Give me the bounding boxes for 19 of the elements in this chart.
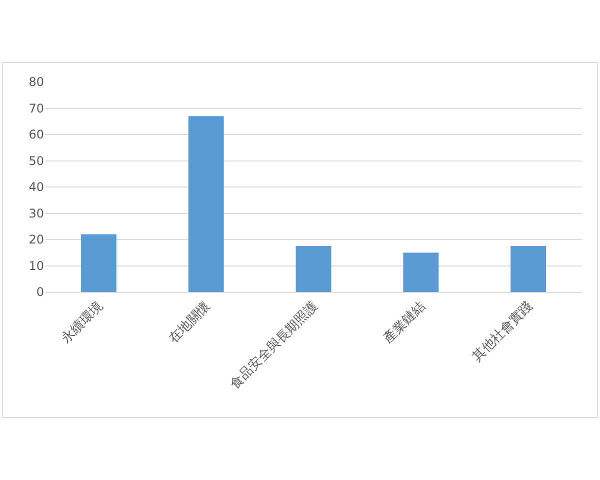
y-tick-label: 70: [28, 101, 44, 116]
x-tick-label: 食品安全與長期照護: [226, 298, 321, 392]
y-tick-label: 60: [28, 128, 44, 142]
y-tick-label: 40: [28, 180, 44, 194]
x-tick-label: 其他社會實踐: [470, 298, 536, 365]
x-tick-label: 產業鏈結: [380, 298, 428, 346]
bar: [188, 116, 224, 292]
y-tick-label: 80: [28, 75, 44, 90]
y-tick-label: 10: [28, 258, 44, 273]
x-tick-label: 永續環境: [58, 298, 106, 346]
bar: [510, 246, 546, 292]
y-tick-label: 50: [28, 154, 44, 168]
y-tick-label: 30: [28, 206, 44, 220]
y-tick-label: 0: [36, 285, 44, 300]
bar: [296, 246, 332, 292]
bar: [403, 252, 439, 292]
x-tick-label: 在地關懷: [166, 298, 214, 346]
y-tick-label: 20: [28, 232, 44, 247]
bar: [80, 234, 116, 292]
